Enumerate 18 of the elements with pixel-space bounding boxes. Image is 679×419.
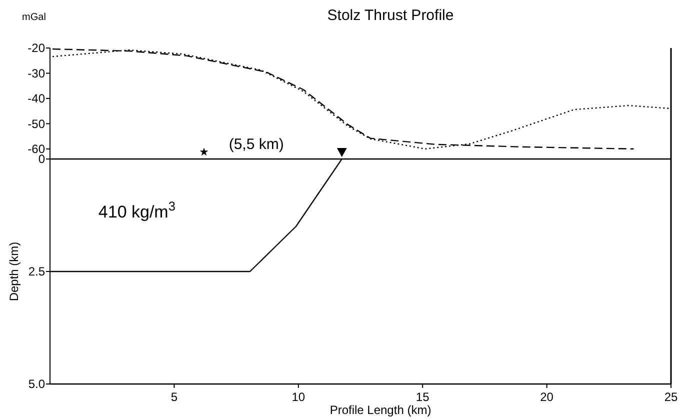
y-tick-label: -30 [28,66,46,80]
x-tick-label: 5 [170,390,178,404]
y-axis-title: Depth (km) [7,242,21,302]
x-tick-label: 10 [292,390,306,404]
x-axis-title: Profile Length (km) [330,403,432,417]
y-axis-title: mGal [22,12,46,23]
y-tick-label: -40 [28,92,46,106]
x-tick-label: 20 [540,390,554,404]
x-tick-label: 25 [664,390,678,404]
y-tick-label: 0 [38,152,46,166]
annotation: 410 kg/m$^{3}$ [98,198,176,222]
y-tick-label: -20 [28,41,46,56]
y-tick-label: -50 [28,116,46,131]
x-tick-label: 15 [416,390,430,404]
annotation: (5,5 km) [228,136,284,153]
y-tick-label: 2.5 [28,264,46,279]
chart-title: Stolz Thrust Profile [327,7,454,24]
y-tick-label: 5.0 [28,377,46,392]
